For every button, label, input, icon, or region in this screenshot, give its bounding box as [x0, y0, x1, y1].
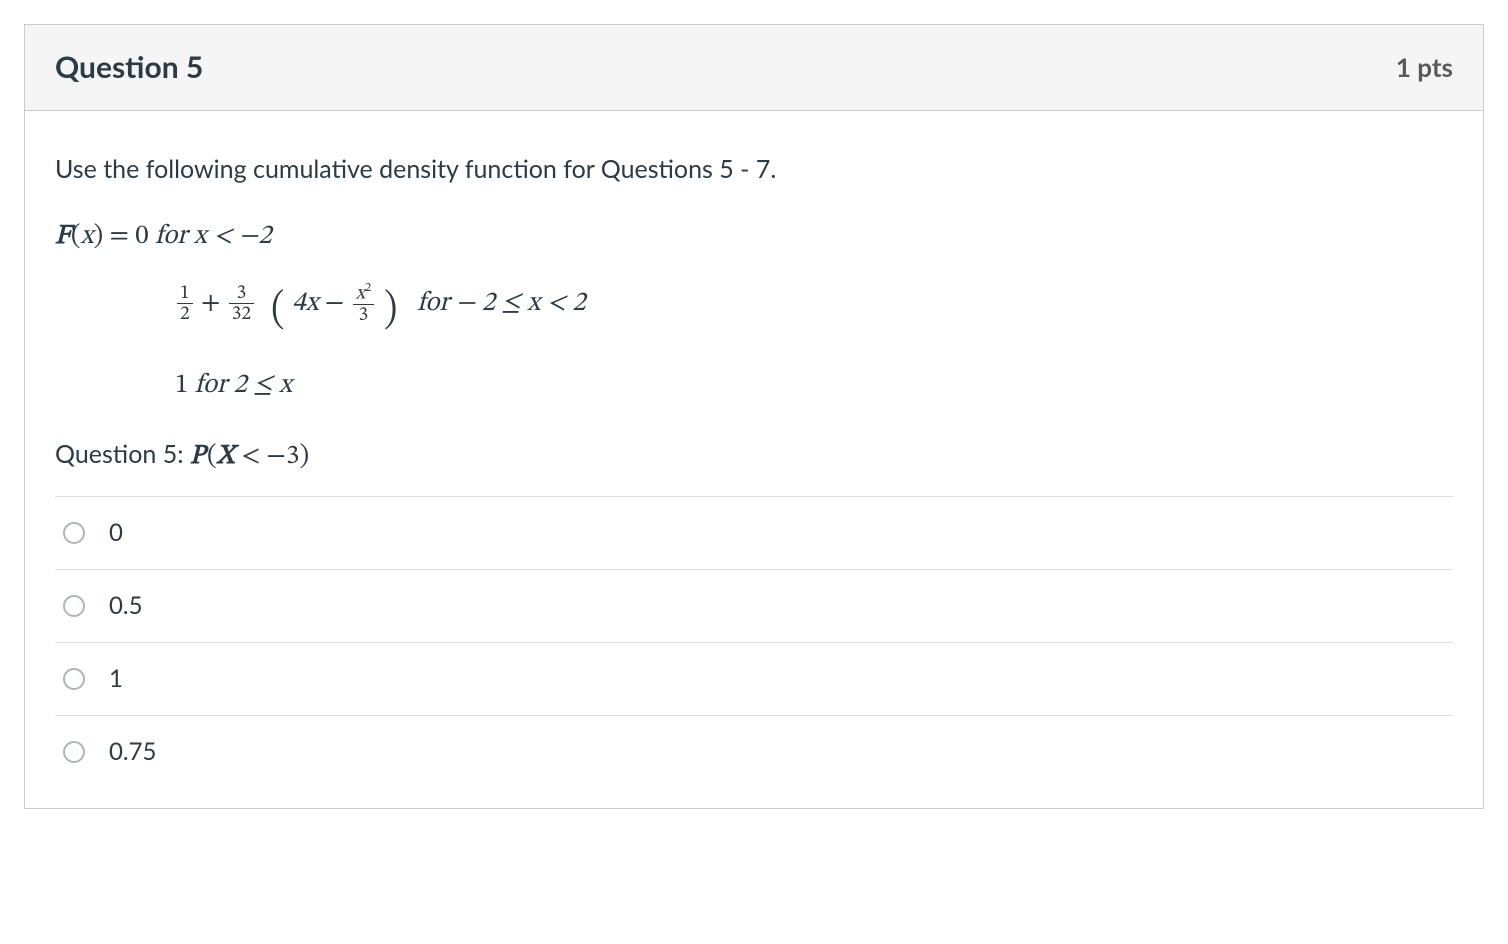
frac-den: 32	[229, 304, 254, 324]
question-intro: Use the following cumulative density fun…	[55, 151, 1453, 189]
question-card: Question 5 1 pts Use the following cumul…	[24, 24, 1484, 809]
frac-den: 2	[177, 304, 193, 324]
text-for: for	[195, 372, 227, 399]
fraction-xsq-over-3: x2 3	[353, 282, 375, 325]
answer-list: 0 0.5 1 0.75	[55, 496, 1453, 788]
one: 1	[175, 372, 195, 399]
minus-sign: −	[325, 290, 351, 317]
answer-option[interactable]: 0.5	[55, 569, 1453, 642]
paren-open: (	[71, 223, 81, 250]
text-for: for	[417, 290, 449, 317]
frac-num: 3	[229, 283, 254, 304]
answer-option[interactable]: 1	[55, 642, 1453, 715]
cond-3: 2 ≤ x	[227, 372, 292, 399]
equation-piece-3: 1 for 2 ≤ x	[55, 366, 1453, 407]
sub-question-line: Question 5: P (X < −3)	[55, 436, 1453, 478]
paren-open: (	[207, 443, 217, 470]
text-for: for	[155, 223, 187, 250]
equation-piece-1: F(x) = 0 for x < −2	[55, 217, 1453, 258]
radio-icon[interactable]	[63, 741, 85, 763]
big-paren-open: (	[272, 279, 285, 344]
eq-zero: = 0	[103, 223, 155, 250]
answer-option[interactable]: 0	[55, 496, 1453, 569]
question-header: Question 5 1 pts	[25, 25, 1483, 111]
symbol-F: F	[55, 223, 71, 250]
answer-option[interactable]: 0.75	[55, 715, 1453, 788]
question-points: 1 pts	[1396, 48, 1453, 87]
radio-icon[interactable]	[63, 668, 85, 690]
answer-label: 0.5	[109, 588, 143, 624]
cond-2: − 2 ≤ x < 2	[456, 290, 586, 317]
term-4x: 4x	[292, 290, 318, 317]
frac-den: 3	[353, 305, 375, 325]
relation: < −3	[235, 443, 300, 470]
plus-sign: +	[201, 290, 227, 317]
answer-label: 1	[109, 661, 123, 697]
question-body: Use the following cumulative density fun…	[25, 111, 1483, 808]
frac-num: 1	[177, 283, 193, 304]
fraction-three-thirtytwo: 3 32	[229, 283, 254, 325]
x-var: x	[356, 284, 365, 304]
symbol-x: x	[81, 223, 94, 250]
fraction-one-half: 1 2	[177, 283, 193, 325]
cond-1: x < −2	[187, 223, 271, 250]
answer-label: 0.75	[109, 734, 156, 770]
question-title: Question 5	[55, 45, 203, 90]
symbol-X: X	[217, 443, 235, 470]
q5-prefix: Question 5:	[55, 439, 190, 469]
exponent-2: 2	[365, 282, 371, 295]
symbol-P: P	[190, 443, 205, 470]
paren-close: )	[299, 443, 309, 470]
equation-piece-2: 1 2 + 3 32 ( 4x − x2 3 ) for − 2 ≤ x < 2	[55, 279, 1453, 344]
radio-icon[interactable]	[63, 595, 85, 617]
radio-icon[interactable]	[63, 522, 85, 544]
answer-label: 0	[109, 515, 123, 551]
paren-close: )	[93, 223, 103, 250]
big-paren-close: )	[384, 279, 397, 344]
frac-num: x2	[353, 282, 375, 305]
